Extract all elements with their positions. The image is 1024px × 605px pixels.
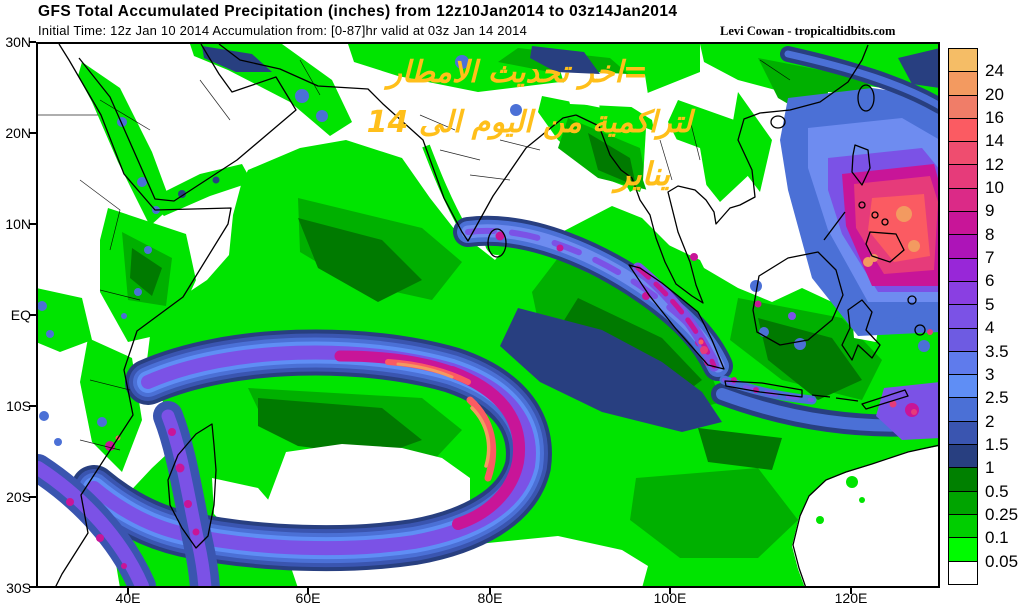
- axis-tick: [29, 132, 36, 134]
- map-area: [36, 42, 940, 588]
- lon-label: 40E: [115, 590, 141, 605]
- colorbar-swatch: [949, 94, 977, 118]
- colorbar-swatch: [949, 350, 977, 375]
- colorbar-label: 14: [985, 131, 1004, 150]
- colorbar-swatch: [949, 164, 977, 188]
- colorbar-swatch: [949, 257, 977, 281]
- precipitation-map-graphic: [38, 44, 938, 586]
- colorbar-swatch: [949, 397, 977, 421]
- axis-tick: [850, 588, 852, 594]
- colorbar-label: 8: [985, 225, 995, 244]
- colorbar-label: 12: [985, 155, 1004, 174]
- map-title: GFS Total Accumulated Precipitation (inc…: [38, 3, 678, 20]
- colorbar-label: 0.1: [985, 528, 1009, 547]
- colorbar-label: 16: [985, 108, 1004, 127]
- colorbar-swatch: [949, 234, 977, 258]
- colorbar-swatch: [949, 513, 977, 538]
- axis-tick: [127, 588, 129, 594]
- lat-label: 10S: [6, 398, 31, 414]
- colorbar-label: 2: [985, 412, 995, 431]
- axis-tick: [29, 405, 36, 407]
- colorbar-label: 0.5: [985, 482, 1009, 501]
- colorbar-label: 2.5: [985, 388, 1009, 407]
- lon-label: 80E: [477, 590, 503, 605]
- axis-tick: [29, 496, 36, 498]
- colorbar-swatch: [949, 71, 977, 95]
- colorbar-label: 6: [985, 271, 995, 290]
- axis-tick: [307, 588, 309, 594]
- lat-label: 10N: [5, 216, 31, 232]
- colorbar-swatch: [949, 444, 977, 468]
- lat-label: 20N: [5, 125, 31, 141]
- axis-tick: [29, 314, 36, 316]
- axis-tick: [669, 588, 671, 594]
- axis-tick: [29, 41, 36, 43]
- colorbar-label: 3: [985, 365, 995, 384]
- colorbar-label: 3.5: [985, 342, 1009, 361]
- axis-tick: [489, 588, 491, 594]
- political-borders: [38, 59, 791, 451]
- colorbar-swatch: [949, 420, 977, 445]
- arabic-annotation-line2: لتراكمية من اليوم الى 14: [366, 105, 692, 140]
- colorbar-swatch: [949, 327, 977, 351]
- colorbar-label: 10: [985, 178, 1004, 197]
- axis-tick: [29, 223, 36, 225]
- colorbar-label: 0.25: [985, 505, 1019, 524]
- lat-label: EQ: [10, 307, 31, 323]
- colorbar-swatch: [949, 560, 977, 584]
- axis-tick: [29, 586, 36, 588]
- lat-label: 30S: [6, 580, 31, 596]
- colorbar: [948, 48, 978, 585]
- colorbar-label: 24: [985, 61, 1004, 80]
- lat-label: 20S: [6, 489, 31, 505]
- colorbar-label: 1.5: [985, 435, 1009, 454]
- colorbar-label: 4: [985, 318, 995, 337]
- lon-label: 60E: [295, 590, 321, 605]
- map-subtitle: Initial Time: 12z Jan 10 2014 Accumulati…: [38, 23, 528, 38]
- colorbar-swatch: [949, 537, 977, 561]
- coastlines: [55, 44, 938, 586]
- colorbar-swatch: [949, 211, 977, 235]
- arabic-annotation-line1: =اخر تحديث الامطار: [387, 55, 648, 90]
- colorbar-swatch: [949, 490, 977, 514]
- lon-label: 120E: [834, 590, 868, 605]
- colorbar-label: 20: [985, 85, 1004, 104]
- colorbar-swatch: [949, 374, 977, 398]
- lon-label: 100E: [653, 590, 687, 605]
- colorbar-swatch: [949, 280, 977, 305]
- lat-label: 30N: [5, 34, 31, 50]
- colorbar-swatch: [949, 117, 977, 142]
- precip-field: [38, 44, 938, 586]
- arabic-annotation-line3: يناير: [615, 155, 670, 193]
- colorbar-label: 1: [985, 458, 995, 477]
- colorbar-swatch: [949, 49, 977, 72]
- credit-text: Levi Cowan - tropicaltidbits.com: [720, 24, 896, 38]
- colorbar-swatch: [949, 304, 977, 328]
- colorbar-label: 7: [985, 248, 995, 267]
- colorbar-label: 0.05: [985, 552, 1019, 571]
- colorbar-label: 5: [985, 295, 995, 314]
- colorbar-swatch: [949, 187, 977, 212]
- colorbar-swatch: [949, 141, 977, 165]
- colorbar-swatch: [949, 467, 977, 491]
- colorbar-label: 9: [985, 201, 995, 220]
